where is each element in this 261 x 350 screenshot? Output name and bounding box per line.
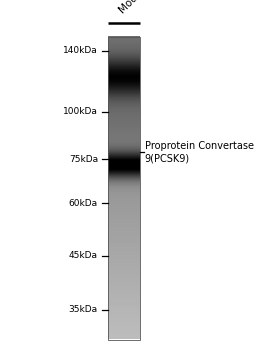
Text: 45kDa: 45kDa [69, 251, 98, 260]
Text: 60kDa: 60kDa [69, 198, 98, 208]
Text: 100kDa: 100kDa [63, 107, 98, 117]
Text: 75kDa: 75kDa [69, 155, 98, 164]
Bar [108, 37, 140, 340]
Text: Proprotein Convertase
9(PCSK9): Proprotein Convertase 9(PCSK9) [145, 141, 254, 164]
Text: 35kDa: 35kDa [69, 305, 98, 314]
Text: 140kDa: 140kDa [63, 46, 98, 55]
Text: Mouse liver: Mouse liver [117, 0, 166, 16]
